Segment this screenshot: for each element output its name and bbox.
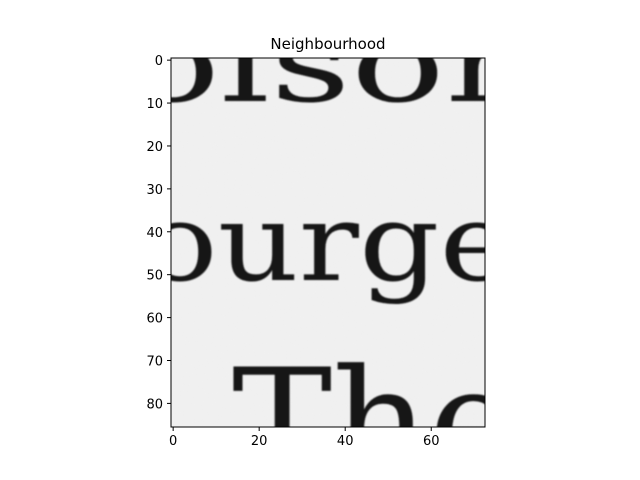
paper-texture (171, 58, 485, 427)
y-tick-label: 80 (146, 397, 163, 412)
text-line-3: The (232, 339, 518, 480)
y-tick-label: 70 (146, 354, 163, 369)
x-tick-label: 60 (423, 434, 440, 449)
image-area: olson ourge The (126, 2, 546, 480)
y-tick-label: 60 (146, 312, 163, 327)
text-line-2: ourge (142, 181, 514, 306)
y-tick-label: 20 (146, 140, 163, 155)
x-tick-label: 40 (337, 434, 354, 449)
x-axis: 0 20 40 60 (169, 427, 440, 449)
y-axis: 0 10 20 30 40 50 60 70 80 (146, 54, 171, 412)
y-tick-label: 50 (146, 269, 163, 284)
y-tick-label: 10 (146, 97, 163, 112)
text-line-1: olson (126, 2, 546, 127)
x-tick-label: 20 (251, 434, 268, 449)
chart-title: Neighbourhood (270, 35, 385, 53)
y-tick-label: 40 (146, 226, 163, 241)
plot-frame (170, 57, 486, 428)
y-tick-label: 30 (146, 183, 163, 198)
x-tick-label: 0 (169, 434, 177, 449)
y-tick-label: 0 (155, 54, 163, 69)
